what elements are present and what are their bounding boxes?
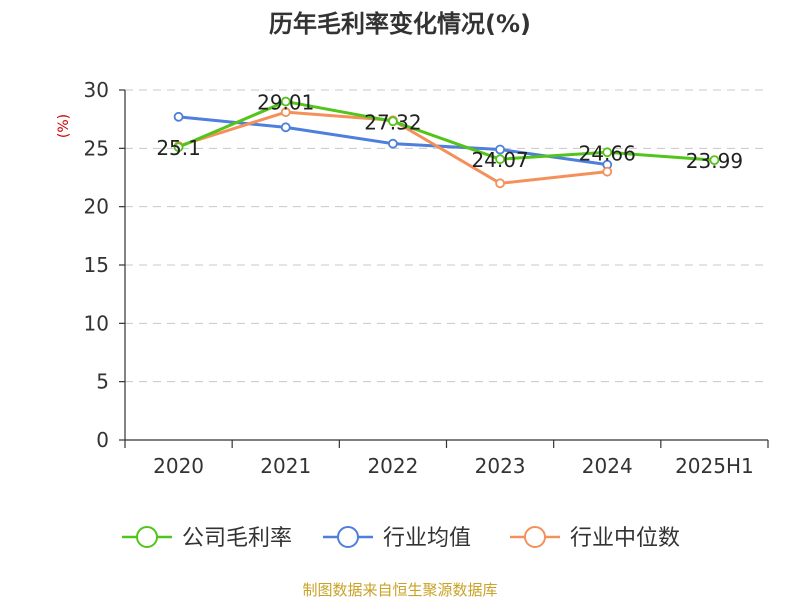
data-point [280,107,291,118]
y-tick-label: 15 [84,253,109,277]
x-tick-label: 2022 [367,454,418,478]
legend-item: 行业均值 [323,526,471,551]
x-tick-labels: 2020 2021 2022 2023 2024 2025H1 [153,454,754,478]
y-tick-label: 20 [84,195,109,219]
data-label: 23.99 [686,149,743,173]
series-line [177,100,715,162]
chart-title: 历年毛利率变化情况(%) [269,10,531,38]
legend-marker [524,526,546,548]
source-note: 制图数据来自恒生聚源数据库 [302,581,497,599]
x-tick-label: 2024 [582,454,633,478]
data-point [280,122,291,133]
y-tick-label: 0 [96,428,109,452]
data-point [280,96,291,107]
y-axis-label: (%) [56,114,72,138]
data-label: 27.32 [364,110,421,134]
data-point [173,142,184,153]
data-point [388,116,398,127]
data-label: 24.07 [471,148,528,172]
legend-marker [136,526,158,548]
data-labels: 25.1 29.01 27.32 24.07 24.66 23.99 [156,91,743,174]
data-point [495,178,505,189]
legend-marker [337,526,359,548]
axes [119,89,769,448]
y-tick-label: 5 [96,370,109,394]
y-tick-label: 10 [84,311,109,335]
legend-item: 行业中位数 [510,526,680,551]
x-tick-label: 2020 [153,454,204,478]
y-tick-labels: 0 5 10 15 20 25 30 [84,78,109,452]
data-point [173,111,184,122]
data-label: 29.01 [257,91,314,115]
legend-item: 公司毛利率 [122,526,292,551]
legend-label: 公司毛利率 [182,526,292,551]
data-point [602,166,613,177]
x-tick-label: 2025H1 [675,454,754,478]
legend: 公司毛利率 行业均值 行业中位数 [122,526,680,551]
data-point [495,144,505,155]
series-lines [173,96,720,189]
legend-label: 行业均值 [383,526,471,551]
grid-lines [125,89,768,383]
x-tick-label: 2023 [475,454,526,478]
y-tick-label: 25 [84,136,109,160]
data-point [709,155,720,166]
x-tick-label: 2021 [260,454,311,478]
series-0 [173,96,720,166]
data-point [388,138,398,149]
legend-label: 行业中位数 [570,526,680,551]
data-point [495,154,505,165]
data-point [602,147,613,158]
data-label: 25.1 [156,136,201,160]
data-label: 24.66 [579,141,636,165]
y-tick-label: 30 [84,78,109,102]
